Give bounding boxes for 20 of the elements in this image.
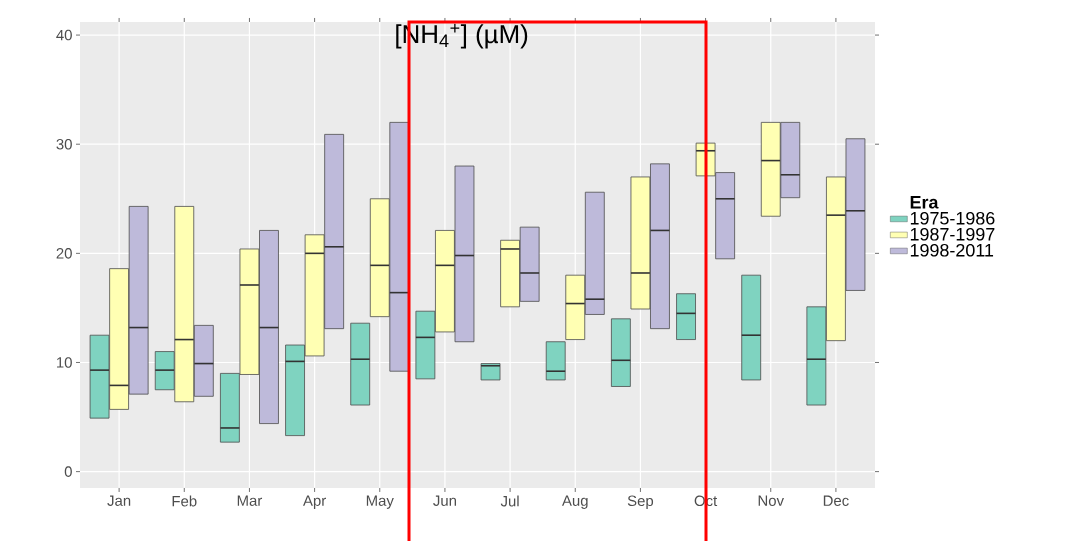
x-tick-label: Mar — [237, 495, 263, 506]
x-tick-label: Aug — [561, 495, 588, 509]
legend-label: 1998-2011 — [910, 243, 994, 257]
y-tick-label: 0 — [64, 466, 72, 477]
legend-title: Era — [910, 196, 939, 209]
y-tick-label: 30 — [56, 138, 72, 150]
x-tick-label: Jun — [433, 495, 457, 506]
legend-label: 1987-1997 — [910, 227, 995, 241]
x-tick-label: May — [366, 495, 394, 509]
x-tick-label: Jan — [107, 495, 131, 506]
x-tick-label: Feb — [172, 495, 197, 507]
x-tick-label: Jul — [500, 495, 519, 507]
legend-label: 1975-1986 — [910, 211, 995, 225]
x-tick-label: Dec — [823, 495, 849, 506]
y-tick-label: 10 — [57, 357, 72, 368]
x-tick-label: Sep — [627, 495, 654, 510]
x-tick-label: Nov — [758, 495, 784, 506]
x-tick-label: Apr — [303, 495, 326, 509]
y-tick-label: 40 — [56, 29, 72, 41]
y-tick-label: 20 — [56, 248, 72, 259]
